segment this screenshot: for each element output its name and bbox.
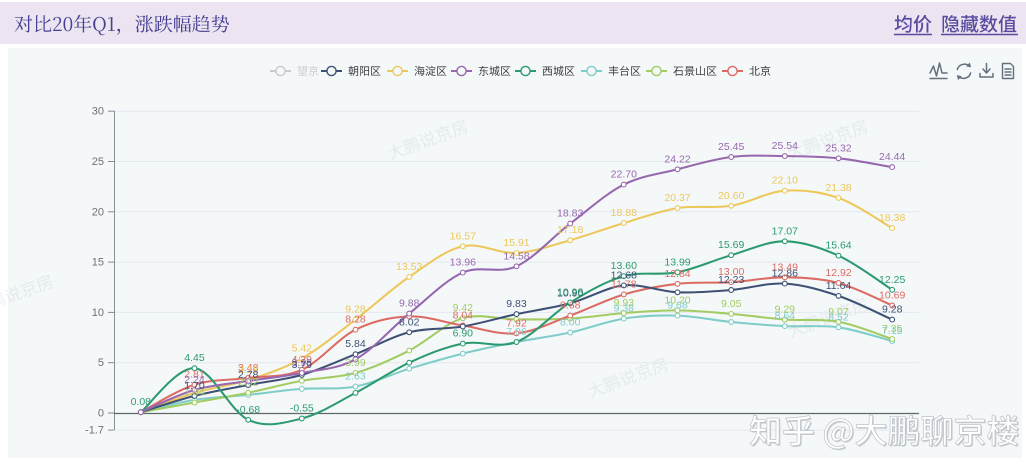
svg-text:9.29: 9.29 [775, 304, 796, 316]
svg-text:-0.68: -0.68 [236, 404, 260, 416]
svg-text:13.99: 13.99 [664, 256, 690, 268]
svg-text:0.08: 0.08 [131, 396, 152, 408]
svg-text:6.90: 6.90 [453, 328, 474, 340]
svg-text:12.23: 12.23 [718, 274, 744, 286]
svg-text:10: 10 [92, 307, 104, 319]
svg-text:2.24: 2.24 [184, 374, 205, 386]
svg-text:10.20: 10.20 [664, 294, 690, 306]
svg-text:8.02: 8.02 [399, 316, 420, 328]
svg-text:-1.7: -1.7 [85, 425, 104, 437]
svg-text:3.48: 3.48 [238, 362, 259, 374]
svg-text:7.15: 7.15 [882, 325, 903, 337]
svg-text:13.00: 13.00 [718, 266, 744, 278]
svg-text:20: 20 [92, 206, 104, 218]
svg-text:9.05: 9.05 [721, 298, 742, 310]
svg-text:9.68: 9.68 [560, 300, 581, 312]
svg-text:8.52: 8.52 [828, 311, 849, 323]
svg-text:25: 25 [92, 156, 104, 168]
svg-text:15.64: 15.64 [825, 240, 851, 252]
svg-text:17.18: 17.18 [557, 224, 583, 236]
svg-text:17.07: 17.07 [772, 225, 798, 237]
svg-text:9.93: 9.93 [614, 297, 635, 309]
svg-text:15.69: 15.69 [718, 239, 744, 251]
svg-text:8.04: 8.04 [453, 310, 474, 322]
svg-text:5: 5 [98, 357, 104, 369]
svg-text:12.68: 12.68 [611, 269, 637, 281]
svg-text:16.57: 16.57 [450, 230, 476, 242]
svg-text:11.64: 11.64 [826, 280, 852, 292]
svg-text:3.98: 3.98 [292, 357, 313, 369]
svg-text:-0.55: -0.55 [290, 403, 314, 415]
svg-text:9.68: 9.68 [667, 300, 688, 312]
svg-text:25.45: 25.45 [718, 141, 744, 153]
svg-text:1.04: 1.04 [184, 387, 205, 399]
svg-text:9.38: 9.38 [614, 303, 635, 315]
svg-text:15.91: 15.91 [503, 237, 529, 249]
svg-text:3.79: 3.79 [292, 359, 313, 371]
svg-text:22.10: 22.10 [772, 175, 798, 187]
svg-text:2.02: 2.02 [238, 377, 259, 389]
svg-text:12.84: 12.84 [664, 268, 690, 280]
svg-text:9.83: 9.83 [506, 298, 527, 310]
svg-text:12.92: 12.92 [825, 267, 851, 279]
svg-text:8.64: 8.64 [775, 310, 796, 322]
svg-text:18.88: 18.88 [611, 207, 637, 219]
svg-text:12.86: 12.86 [772, 268, 798, 280]
svg-text:11.78: 11.78 [611, 279, 637, 291]
svg-text:2.78: 2.78 [238, 369, 259, 381]
svg-text:8.28: 8.28 [345, 314, 366, 326]
svg-text:24.22: 24.22 [664, 153, 690, 165]
svg-text:5.42: 5.42 [292, 343, 313, 355]
svg-text:4.29: 4.29 [292, 354, 313, 366]
svg-text:13.96: 13.96 [450, 257, 476, 269]
svg-text:10.98: 10.98 [557, 287, 583, 299]
svg-text:13.49: 13.49 [772, 261, 798, 273]
svg-text:4.45: 4.45 [184, 352, 205, 364]
svg-text:9.42: 9.42 [453, 302, 474, 314]
svg-text:18.38: 18.38 [879, 212, 905, 224]
svg-text:3.28: 3.28 [238, 364, 259, 376]
svg-text:13.53: 13.53 [396, 261, 422, 273]
svg-text:24.44: 24.44 [879, 151, 905, 163]
svg-text:7.92: 7.92 [506, 317, 527, 329]
svg-text:9.28: 9.28 [882, 304, 903, 316]
svg-text:18.83: 18.83 [557, 208, 583, 220]
svg-text:2.63: 2.63 [345, 371, 366, 383]
svg-text:13.60: 13.60 [611, 260, 637, 272]
svg-text:25.54: 25.54 [772, 140, 798, 152]
svg-text:9.28: 9.28 [345, 304, 366, 316]
svg-text:14.58: 14.58 [503, 250, 529, 262]
svg-text:9.88: 9.88 [399, 298, 420, 310]
svg-text:0: 0 [98, 408, 104, 420]
svg-text:20.60: 20.60 [718, 190, 744, 202]
svg-text:22.70: 22.70 [611, 169, 637, 181]
svg-text:30: 30 [92, 106, 104, 118]
svg-text:9.07: 9.07 [828, 306, 849, 318]
svg-text:21.38: 21.38 [825, 182, 851, 194]
svg-text:2.81: 2.81 [184, 369, 205, 381]
svg-text:20.37: 20.37 [664, 192, 690, 204]
svg-text:8.00: 8.00 [560, 317, 581, 329]
svg-text:5.84: 5.84 [345, 338, 366, 350]
svg-text:25.32: 25.32 [825, 142, 851, 154]
svg-text:10.90: 10.90 [557, 287, 583, 299]
svg-text:15: 15 [92, 257, 104, 269]
svg-text:3.99: 3.99 [345, 357, 366, 369]
svg-text:10.69: 10.69 [879, 290, 905, 302]
svg-text:1.70: 1.70 [184, 380, 205, 392]
svg-text:12.25: 12.25 [879, 274, 905, 286]
svg-text:7.35: 7.35 [882, 323, 903, 335]
svg-text:7.06: 7.06 [506, 326, 527, 338]
